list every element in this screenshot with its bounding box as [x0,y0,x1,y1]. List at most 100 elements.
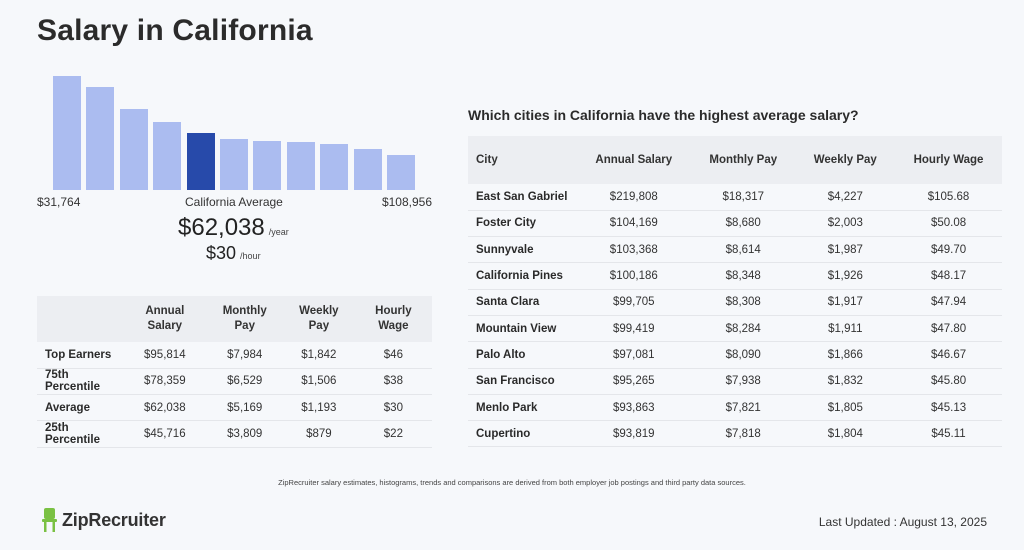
table-row: Palo Alto $97,081 $8,090 $1,866 $46.67 [468,341,1002,369]
city-cell: $4,227 [795,184,896,211]
city-cell: $1,805 [795,394,896,422]
table-row: Foster City $104,169 $8,680 $2,003 $50.08 [468,210,1002,238]
city-cell: $1,911 [795,315,896,343]
city-cell: $2,003 [795,210,896,238]
histogram-bar [153,122,182,190]
percentile-header-cell: Weekly Pay [282,296,355,342]
page-title: Salary in California [37,14,313,47]
disclaimer-text: ZipRecruiter salary estimates, histogram… [278,478,746,487]
city-section-heading: Which cities in California have the high… [468,107,859,123]
average-hourly-wage: $30/hour [206,243,261,264]
average-annual-value: $62,038 [178,214,265,241]
ziprecruiter-logo[interactable]: ZipRecruiter [42,508,166,532]
city-header-cell: Weekly Pay [795,136,896,184]
city-cell: $7,821 [690,394,796,422]
table-row: Sunnyvale $103,368 $8,614 $1,987 $49.70 [468,236,1002,264]
last-updated: Last Updated : August 13, 2025 [818,515,987,529]
percentile-cell: $879 [282,420,355,448]
percentile-cell: $1,506 [282,368,355,396]
table-row: San Francisco $95,265 $7,938 $1,832 $45.80 [468,368,1002,395]
city-row-label: Menlo Park [468,394,577,422]
city-cell: $99,705 [576,289,691,316]
city-cell: $8,090 [690,341,796,369]
city-cell: $48.17 [895,262,1002,290]
histogram-bar [53,76,81,190]
table-row: Menlo Park $93,863 $7,821 $1,805 $45.13 [468,394,1002,422]
city-cell: $105.68 [895,184,1002,211]
city-cell: $93,863 [576,394,691,422]
percentile-row-label: Top Earners [37,342,124,369]
city-cell: $7,818 [690,420,796,448]
city-cell: $8,614 [690,236,796,264]
city-cell: $219,808 [576,184,691,211]
city-cell: $1,917 [795,289,896,316]
histogram-min-label: $31,764 [37,195,81,209]
percentile-cell: $6,529 [206,368,283,396]
city-cell: $100,186 [576,262,691,290]
city-row-label: San Francisco [468,368,577,395]
city-cell: $18,317 [690,184,796,211]
salary-histogram [53,76,415,190]
logo-text: ZipRecruiter [62,509,166,530]
percentile-cell: $3,809 [206,420,283,448]
percentile-cell: $46 [354,342,432,369]
city-row-label: Mountain View [468,315,577,343]
percentile-row-label: 75th Percentile [37,368,124,396]
city-cell: $8,348 [690,262,796,290]
histogram-bar [119,109,148,190]
city-cell: $45.13 [895,394,1002,422]
city-cell: $104,169 [576,210,691,238]
histogram-bar [253,141,282,190]
percentile-cell: $22 [354,420,432,448]
city-cell: $99,419 [576,315,691,343]
table-row: Top Earners $95,814 $7,984 $1,842 $46 [37,342,432,369]
city-cell: $93,819 [576,420,691,448]
table-row: Mountain View $99,419 $8,284 $1,911 $47.80 [468,315,1002,343]
city-row-label: Santa Clara [468,289,577,316]
city-row-label: California Pines [468,262,577,290]
city-cell: $8,680 [690,210,796,238]
table-row: 75th Percentile $78,359 $6,529 $1,506 $38 [37,368,432,396]
city-header-cell: City [468,136,577,184]
histogram-bar [387,155,415,190]
percentile-cell: $62,038 [123,394,207,422]
percentile-cell: $5,169 [206,394,283,422]
city-cell: $103,368 [576,236,691,264]
city-salary-table: City Annual Salary Monthly Pay Weekly Pay Ho… [468,136,1002,448]
city-cell: $7,938 [690,368,796,395]
city-cell: $47.80 [895,315,1002,343]
city-cell: $8,284 [690,315,796,343]
city-cell: $47.94 [895,289,1002,316]
average-hourly-value: $30 [206,243,237,263]
percentile-cell: $7,984 [206,342,283,369]
city-row-label: Cupertino [468,420,577,448]
city-cell: $1,987 [795,236,896,264]
city-cell: $45.11 [895,420,1002,448]
histogram-max-label: $108,956 [381,195,432,209]
percentile-cell: $95,814 [123,342,207,369]
city-row-label: Palo Alto [468,341,577,369]
city-cell: $1,926 [795,262,896,290]
city-header-cell: Annual Salary [576,136,691,184]
histogram-bar [353,149,382,190]
histogram-bar [220,139,248,190]
average-annual-salary: $62,038/year [178,214,289,242]
city-row-label: Foster City [468,210,577,238]
table-row: 25th Percentile $45,716 $3,809 $879 $22 [37,420,432,448]
city-cell: $1,832 [795,368,896,395]
city-cell: $1,804 [795,420,896,448]
percentile-cell: $38 [354,368,432,396]
histogram-bar [320,144,349,190]
percentile-cell: $1,842 [282,342,355,369]
table-row: Cupertino $93,819 $7,818 $1,804 $45.11 [468,420,1002,448]
city-table-header: City Annual Salary Monthly Pay Weekly Pay Ho… [468,136,1002,184]
percentile-header-cell: Annual Salary [123,296,207,342]
histogram-bar [86,87,115,190]
percentile-salary-table: Annual Salary Monthly Pay Weekly Pay Hourly… [37,296,432,448]
percentile-row-label: Average [37,394,124,422]
percentile-table-header: Annual Salary Monthly Pay Weekly Pay Hourly… [37,296,432,342]
table-row: Average $62,038 $5,169 $1,193 $30 [37,394,432,422]
percentile-header-cell [37,296,124,342]
table-row: California Pines $100,186 $8,348 $1,926 $48.… [468,262,1002,290]
table-row: East San Gabriel $219,808 $18,317 $4,227 $10… [468,184,1002,211]
